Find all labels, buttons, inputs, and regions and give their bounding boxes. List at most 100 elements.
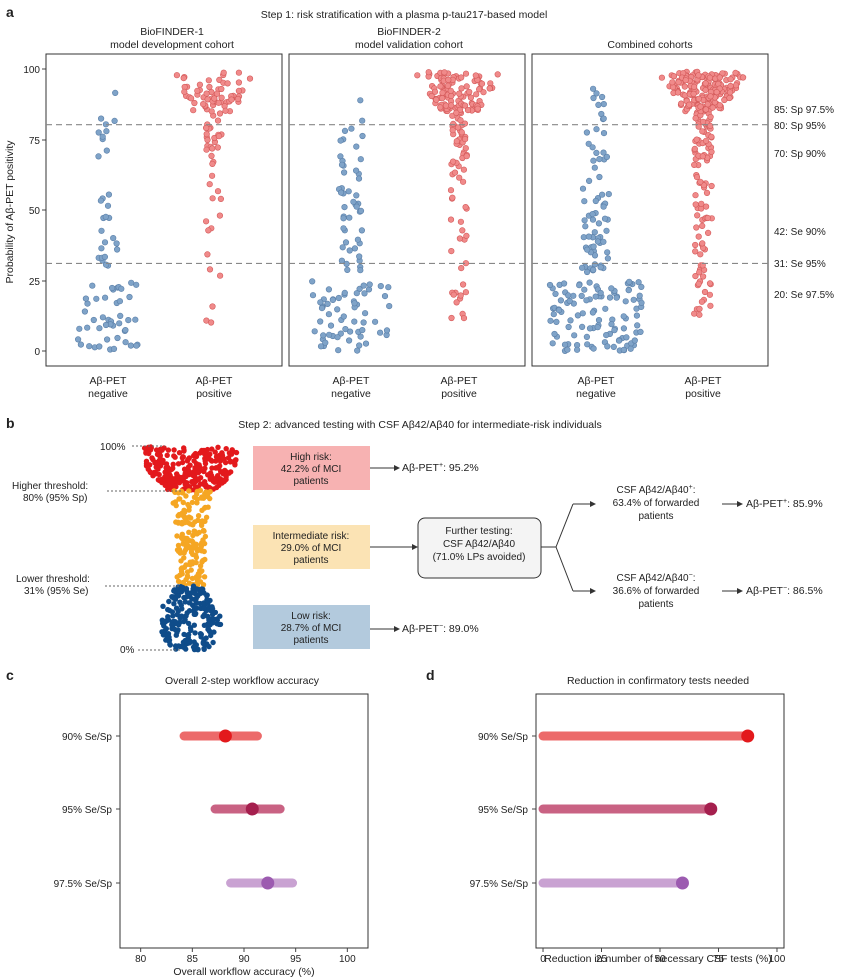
dot-c2-negative — [385, 284, 392, 291]
dot-c3-positive — [703, 189, 711, 196]
dot-c1-negative — [98, 227, 105, 234]
funnel-dot-high — [157, 446, 164, 452]
dot-c2-positive — [451, 169, 459, 176]
dot-c3-negative — [573, 346, 581, 353]
funnel-dot-low — [192, 597, 199, 604]
funnel-dot-low — [209, 605, 216, 612]
row-label-3: 97.5% Se/Sp — [54, 879, 113, 890]
funnel-dot-mid — [171, 488, 177, 494]
dot-c3-positive — [696, 311, 703, 318]
panel-label-d: d — [426, 667, 435, 683]
funnel-dot-mid — [184, 574, 191, 580]
dot-c3-positive — [674, 89, 682, 96]
dot-c3-negative — [636, 292, 643, 299]
dot-c3-positive — [690, 83, 698, 90]
funnel-dot-mid — [175, 513, 181, 519]
dot-c3-positive — [691, 161, 698, 168]
dot-c3-negative — [593, 126, 600, 133]
xtick-label-0: 0 — [540, 954, 546, 965]
point-row3 — [675, 876, 689, 890]
dot-c2-positive — [450, 120, 457, 127]
dot-c2-negative — [340, 215, 347, 222]
funnel-dot-high — [185, 456, 191, 462]
funnel-dot-low — [201, 645, 207, 652]
funnel-dot-low — [181, 631, 187, 638]
dot-c2-positive — [459, 227, 466, 234]
dot-c2-positive — [441, 69, 448, 76]
dot-c3-positive — [695, 233, 702, 240]
threshold-label-80: 80: Sp 95% — [774, 121, 826, 132]
dot-c1-positive — [188, 95, 195, 102]
csf-neg-result-arrowhead — [737, 588, 743, 594]
dot-c1-positive — [215, 133, 223, 140]
dot-c1-negative — [122, 339, 129, 346]
funnel-dot-high — [163, 472, 169, 479]
funnel-dot-mid — [190, 522, 196, 528]
dot-c2-negative — [351, 245, 359, 252]
funnel-dot-high — [191, 458, 197, 464]
dot-c3-negative — [550, 311, 557, 318]
dot-c3-negative — [566, 297, 573, 305]
dot-c3-positive — [708, 182, 715, 190]
panel-label-a: a — [6, 4, 14, 20]
ytick-25: 25 — [29, 277, 41, 288]
funnel-dot-high — [181, 447, 187, 453]
funnel-dot-low — [200, 640, 206, 647]
dot-c1-positive — [203, 124, 210, 132]
dot-c3-negative — [627, 345, 634, 352]
dot-c2-positive — [437, 83, 444, 90]
branch-up-arrowhead — [590, 501, 596, 507]
dot-c2-negative — [359, 117, 366, 124]
funnel-dot-high — [181, 466, 188, 472]
panel-b-title: Step 2: advanced testing with CSF Aβ42/A… — [238, 419, 601, 431]
dot-c2-positive — [460, 166, 468, 173]
threshold-label-85: 85: Sp 97.5% — [774, 105, 834, 116]
cohort2-frame — [288, 53, 526, 367]
funnel-dot-low — [179, 613, 185, 619]
dot-c2-positive — [450, 291, 457, 298]
dot-c2-positive — [466, 88, 473, 96]
c1-xcat-pos-l1: Aβ-PET — [196, 375, 234, 387]
dot-c3-negative — [637, 328, 644, 336]
point-row2 — [245, 802, 259, 816]
dot-c3-positive — [701, 288, 709, 296]
csf-neg-result: Aβ-PET−: 86.5% — [746, 585, 823, 597]
dot-c3-negative — [608, 285, 615, 292]
dot-c1-positive — [204, 136, 211, 144]
dot-c3-negative — [608, 321, 615, 328]
funnel-dot-high — [222, 467, 228, 474]
dot-c3-negative — [578, 323, 586, 331]
dot-c2-positive — [425, 69, 432, 76]
xtick-label-75: 75 — [713, 954, 725, 965]
dot-c3-positive — [706, 280, 714, 287]
dot-c2-negative — [346, 247, 353, 254]
panel-c-title: Overall 2-step workflow accuracy — [165, 675, 320, 687]
dot-c2-positive — [456, 235, 464, 242]
dot-c3-negative — [593, 90, 600, 97]
funnel-dot-high — [143, 458, 150, 464]
funnel-dot-low — [212, 609, 219, 616]
dot-c3-negative — [604, 249, 611, 256]
funnel-dot-low — [201, 622, 208, 628]
row-label-3: 97.5% Se/Sp — [470, 879, 529, 890]
dot-c1-negative — [102, 261, 110, 268]
funnel-dot-high — [154, 451, 161, 458]
dot-c1-positive — [203, 131, 210, 138]
dot-c3-negative — [594, 238, 602, 245]
dot-c3-negative — [600, 203, 607, 210]
funnel-dot-high — [187, 484, 193, 490]
dot-c3-negative — [586, 279, 593, 286]
cohort3-frame — [531, 53, 769, 367]
dot-c3-negative — [591, 252, 599, 259]
dot-c2-negative — [317, 318, 324, 325]
dot-c1-positive — [209, 303, 216, 310]
dot-c3-negative — [631, 337, 638, 344]
funnel-dot-high — [215, 444, 221, 450]
dot-c3-positive — [686, 101, 693, 108]
funnel-dot-high — [213, 465, 219, 471]
dot-c3-positive — [690, 90, 697, 97]
dot-c1-positive — [218, 94, 225, 101]
dot-c1-negative — [116, 320, 123, 327]
dot-c1-negative — [110, 235, 117, 242]
dot-c3-positive — [706, 291, 714, 298]
